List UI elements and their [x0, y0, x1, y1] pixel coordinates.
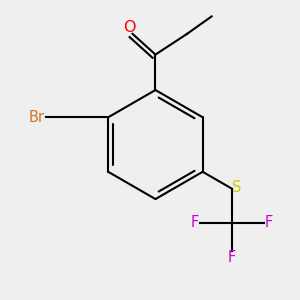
- Text: F: F: [265, 215, 273, 230]
- Text: O: O: [124, 20, 136, 35]
- Text: F: F: [191, 215, 199, 230]
- Text: Br: Br: [28, 110, 44, 125]
- Text: F: F: [228, 250, 236, 265]
- Text: S: S: [232, 180, 241, 195]
